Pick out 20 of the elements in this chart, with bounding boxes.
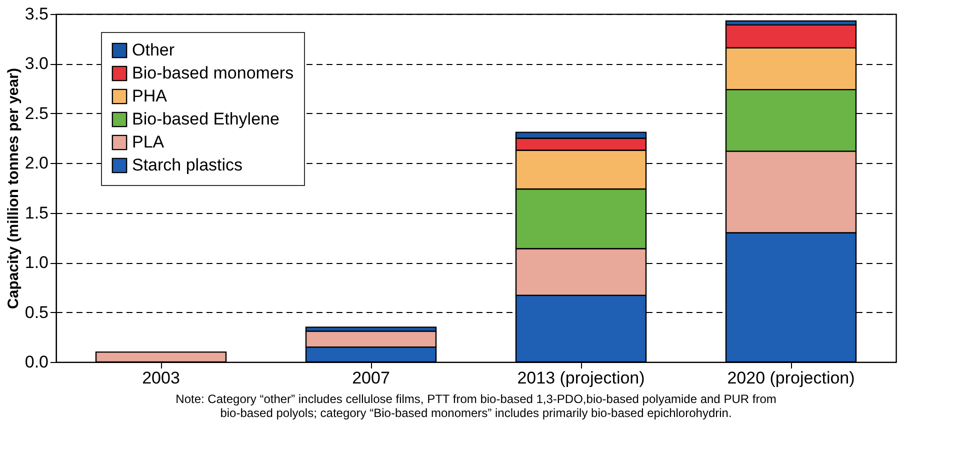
y-tick-label: 2.0	[24, 154, 48, 173]
y-tick-label: 3.0	[24, 54, 48, 74]
x-tick-label: 2007	[352, 368, 390, 388]
y-tick-label: 1.0	[24, 253, 48, 272]
legend-label: PLA	[132, 132, 165, 152]
y-tick-label: 0.5	[24, 302, 48, 322]
x-tick-label: 2020 (projection)	[727, 368, 855, 388]
x-tick-label: 2003	[142, 368, 180, 388]
y-tick-label: 1.5	[24, 203, 48, 222]
legend-label: Other	[132, 40, 175, 60]
legend-label: PHA	[132, 86, 168, 106]
legend-label: Bio-based monomers	[132, 64, 294, 82]
y-tick-label: 2.5	[24, 104, 48, 123]
x-tick-label: 2013 (projection)	[517, 368, 645, 388]
y-axis-title: Capacity (million tonnes per year)	[4, 68, 22, 309]
text: Note: Category “other” includes cellulose films, PTT from bio-based 1,3-PDO,bio-based polyamide and PUR from bio-based polyols; category “Bio-based monomers” includes primarily bio-based epichlorohydrin.	[176, 392, 776, 420]
y-tick-label: 3.5	[24, 4, 48, 24]
legend-label: Bio-based Ethylene	[132, 110, 280, 128]
y-tick-label: 0.0	[24, 352, 48, 372]
legend-label: Starch plastics	[132, 156, 243, 174]
